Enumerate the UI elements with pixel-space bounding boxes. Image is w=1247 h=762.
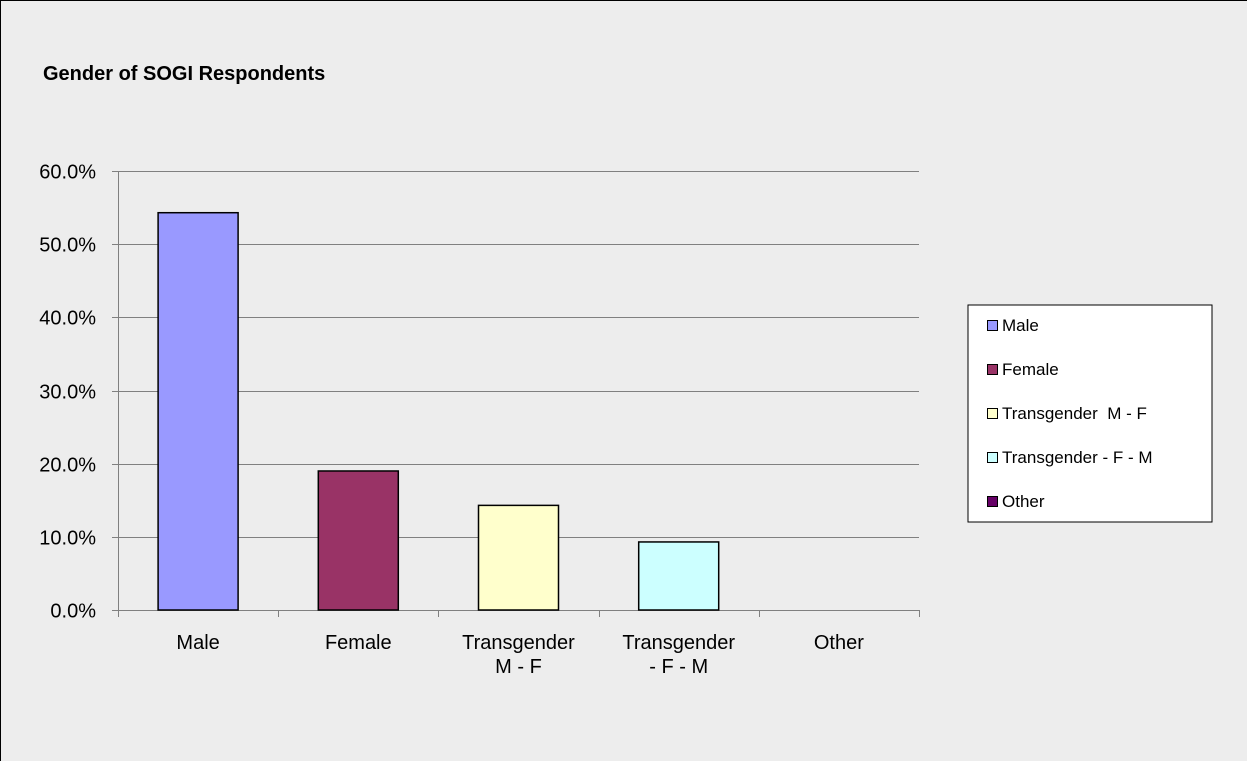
y-tick-label: 50.0%: [39, 235, 96, 257]
legend-label: Female: [1002, 360, 1059, 379]
legend-label: Other: [1002, 492, 1045, 511]
x-tick-label: Transgender: [462, 632, 575, 654]
y-tick-label: 20.0%: [39, 455, 96, 477]
y-tick-label: 10.0%: [39, 528, 96, 550]
x-tick-label: M - F: [495, 656, 542, 678]
bars: [157, 211, 720, 611]
legend-swatch: [987, 320, 998, 331]
x-tick-label: - F - M: [649, 656, 708, 678]
gridlines: [118, 171, 919, 538]
legend-label: Transgender M - F: [1002, 404, 1147, 423]
x-tick-label: Other: [814, 632, 864, 654]
y-tick-label: 60.0%: [39, 162, 96, 184]
legend: Male Female Transgender M - F Transgender -…: [967, 304, 1213, 523]
bar-transgender-m-f: [477, 504, 560, 611]
x-tick-label: Transgender: [622, 632, 735, 654]
chart-title: Gender of SOGI Respondents: [43, 63, 325, 85]
bar-transgender-f-m: [637, 541, 720, 611]
legend-swatch: [987, 364, 998, 375]
y-tick-label: 0.0%: [50, 601, 96, 623]
legend-swatch: [987, 496, 998, 507]
x-tick-label: Male: [176, 632, 219, 654]
legend-label: Male: [1002, 316, 1039, 335]
legend-label: Transgender - F - M: [1002, 448, 1153, 467]
legend-swatch: [987, 408, 998, 419]
legend-swatch: [987, 452, 998, 463]
legend-box: [967, 304, 1213, 523]
bar-female: [317, 470, 400, 611]
x-tick-label: Female: [325, 632, 392, 654]
y-tick-labels: 0.0% 10.0% 20.0% 30.0% 40.0% 50.0% 60.0%: [39, 162, 96, 623]
y-tick-label: 40.0%: [39, 308, 96, 330]
y-tick-label: 30.0%: [39, 382, 96, 404]
bar-male: [157, 211, 239, 611]
